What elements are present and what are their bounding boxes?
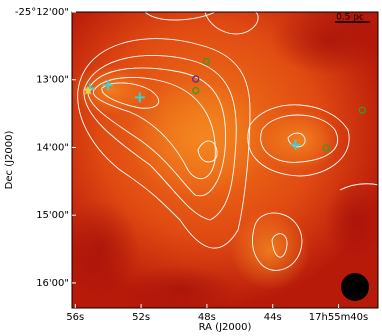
x-tick-label: 48s bbox=[198, 312, 216, 323]
frame bbox=[71, 11, 379, 309]
x-tick-label: 44s bbox=[264, 312, 282, 323]
image: 0.5 pc bbox=[72, 12, 378, 308]
cross-marker bbox=[102, 80, 113, 91]
y-tick-label: 14'00" bbox=[36, 142, 69, 153]
circle-marker bbox=[322, 144, 330, 152]
cross-shape bbox=[102, 80, 113, 91]
y-tick-label: 16'00" bbox=[36, 278, 69, 289]
y-tick-label: 13'00" bbox=[36, 75, 69, 86]
cross-marker bbox=[134, 92, 145, 103]
circle-marker bbox=[192, 86, 200, 95]
y-tick-label: 15'00" bbox=[36, 210, 69, 221]
cross-shape bbox=[134, 92, 145, 103]
circle-marker bbox=[358, 106, 366, 114]
beam bbox=[341, 273, 369, 301]
cross-marker bbox=[290, 139, 301, 150]
x-tick-label: 56s bbox=[66, 312, 84, 323]
x-tick-label: 17h55m40s bbox=[309, 312, 368, 323]
y-tick-label: -25°12'00" bbox=[15, 7, 69, 18]
scale-label: 0.5 pc bbox=[336, 13, 364, 23]
x-tick-label: 52s bbox=[132, 312, 150, 323]
x-label: RA (J2000) bbox=[199, 322, 252, 333]
cross-shape bbox=[290, 139, 301, 150]
y-label: Dec (J2000) bbox=[4, 131, 15, 190]
circle-marker bbox=[202, 57, 211, 66]
contours bbox=[77, 12, 378, 271]
star-marker bbox=[83, 85, 93, 95]
circle-marker bbox=[192, 75, 200, 83]
